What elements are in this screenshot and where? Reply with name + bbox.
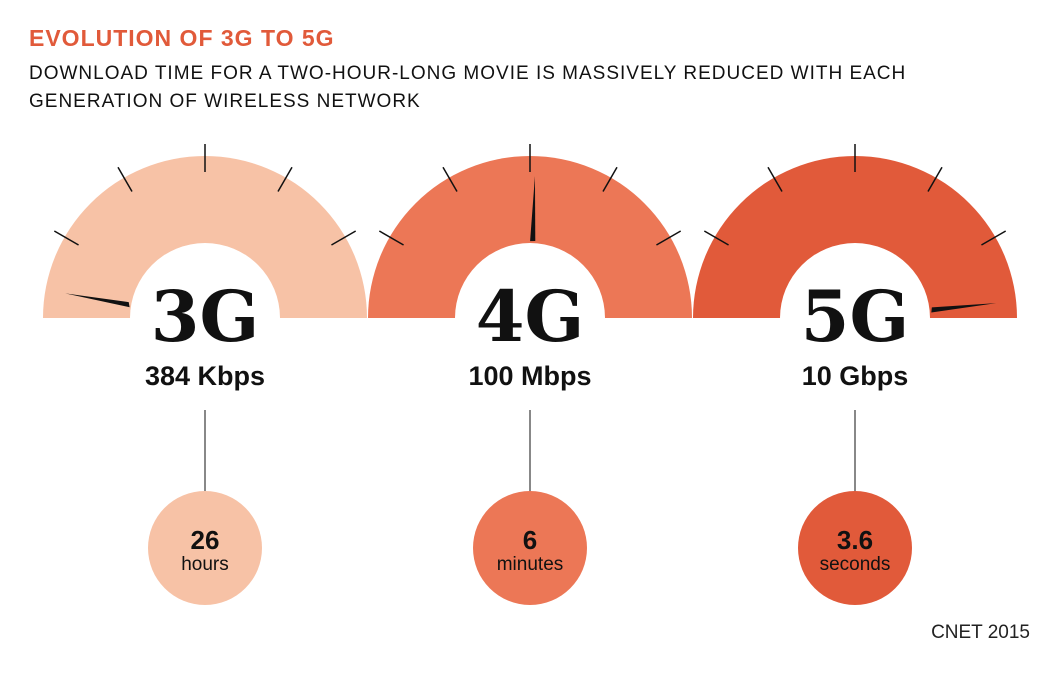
- gauge-tick: [378, 230, 404, 246]
- chart-title: EVOLUTION OF 3G TO 5G: [29, 25, 335, 51]
- download-time-value: 26: [191, 525, 220, 555]
- speed-label: 384 Kbps: [145, 361, 265, 391]
- download-time-bubble: [798, 491, 912, 605]
- download-time-unit: seconds: [820, 554, 891, 575]
- gauge-needle: [530, 176, 536, 242]
- gauge-tick: [602, 166, 618, 192]
- gauge-hub: [780, 243, 930, 318]
- generation-label: 5G: [801, 275, 910, 358]
- chart-subtitle: DOWNLOAD TIME FOR A TWO-HOUR-LONG MOVIE …: [29, 63, 907, 112]
- gauge-needle: [931, 303, 997, 313]
- generation-label: 3G: [151, 275, 260, 358]
- download-time-unit: minutes: [497, 554, 564, 575]
- gauge-hub: [455, 243, 605, 318]
- gauge-tick: [981, 230, 1007, 246]
- gauge-needle: [65, 293, 130, 308]
- gauge-tick: [703, 230, 729, 246]
- download-time-value: 3.6: [837, 525, 873, 555]
- gauge-hub: [130, 243, 280, 318]
- download-time-value: 6: [523, 525, 537, 555]
- gauge-tick: [331, 230, 357, 246]
- gauge-tick: [277, 166, 293, 192]
- gauge-arc: [368, 156, 692, 318]
- gauge-tick: [53, 230, 79, 246]
- download-time-unit: hours: [181, 554, 229, 575]
- speed-label: 10 Gbps: [802, 361, 909, 391]
- gauge-tick: [117, 166, 133, 192]
- gauge-arc: [693, 156, 1017, 318]
- generation-label: 4G: [476, 275, 585, 358]
- source-credit: CNET 2015: [931, 622, 1030, 643]
- gauge-tick: [442, 166, 458, 192]
- gauge-tick: [927, 166, 943, 192]
- download-time-bubble: [148, 491, 262, 605]
- download-time-bubble: [473, 491, 587, 605]
- gauge-arc: [43, 156, 367, 318]
- gauge-tick: [767, 166, 783, 192]
- gauge-tick: [656, 230, 682, 246]
- speed-label: 100 Mbps: [468, 361, 591, 391]
